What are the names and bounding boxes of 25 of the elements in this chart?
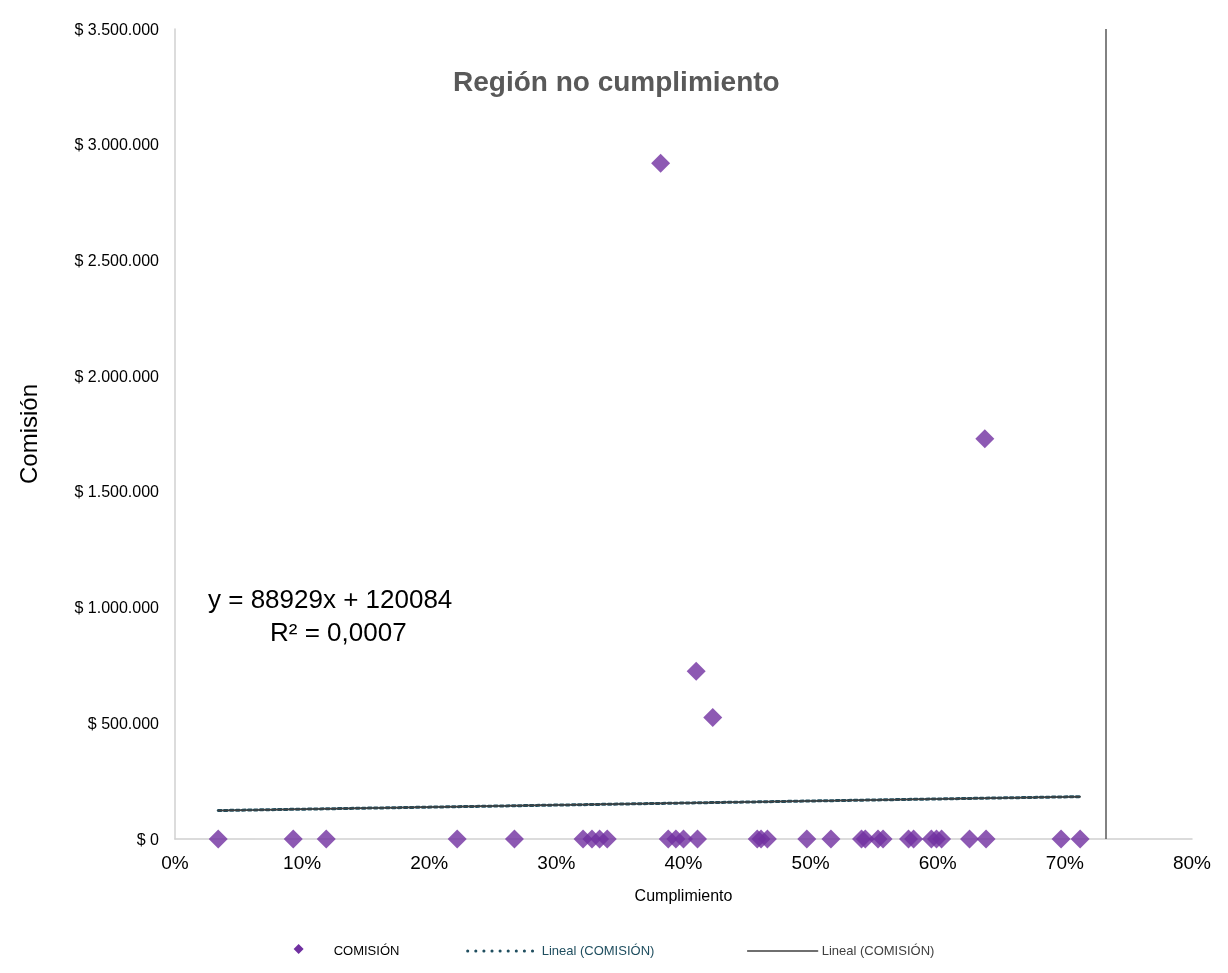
- y-tick-label: $ 0: [136, 830, 160, 848]
- annotation: y = 88929x + 120084: [208, 584, 453, 614]
- y-tick-label: $ 2.000.000: [74, 367, 160, 385]
- x-tick-label: 50%: [791, 852, 830, 873]
- text: Región no cumplimiento: [453, 65, 780, 97]
- x-tick-label: 30%: [537, 852, 576, 873]
- y-tick-label: $ 1.500.000: [74, 483, 160, 501]
- y-tick-label: $ 3.000.000: [74, 136, 160, 154]
- y-axis-title: Comisión: [14, 383, 42, 485]
- x-tick-label: 60%: [918, 852, 957, 873]
- x-tick-label: 10%: [283, 852, 322, 873]
- y-tick-label: $ 1.000.000: [74, 599, 160, 617]
- y-tick-label: $ 2.500.000: [74, 251, 160, 269]
- x-tick-label: 40%: [664, 852, 703, 873]
- x-axis-title: Cumplimiento: [634, 886, 733, 904]
- text: Lineal (COMISIÓN): [541, 943, 655, 958]
- x-tick-label: 80%: [1172, 852, 1212, 873]
- x-tick-label: 0%: [161, 852, 189, 873]
- y-tick-label: $ 3.500.000: [74, 20, 160, 38]
- x-tick-label: 70%: [1045, 852, 1084, 873]
- text: Lineal (COMISIÓN): [821, 943, 935, 958]
- annotation: R² = 0,0007: [270, 617, 407, 647]
- legend-label: COMISIÓN: [333, 943, 400, 958]
- x-tick-label: 20%: [410, 852, 449, 873]
- y-tick-label: $ 500.000: [87, 714, 160, 732]
